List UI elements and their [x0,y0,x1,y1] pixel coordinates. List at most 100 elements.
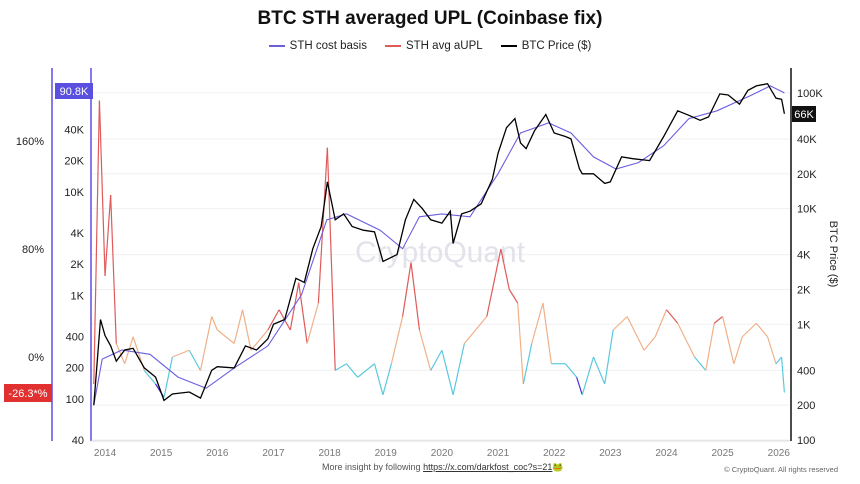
legend-swatch [500,45,517,47]
aupl-segment [780,356,785,393]
right-tick-label: 2K [797,284,811,296]
aupl-segment [143,370,157,385]
x-tick-label: 2018 [318,448,341,459]
x-tick-label: 2016 [206,448,229,459]
footer-text: More insight by following [322,462,421,472]
aupl-segment [172,349,190,358]
aupl-segment [592,356,606,385]
price-badge-label: 66K [794,109,814,121]
aupl-segment [430,349,443,371]
aupl-segment [677,322,696,358]
aupl-segment [500,248,510,290]
legend: STH cost basis STH avg aUPL BTC Price ($… [0,40,860,52]
aupl-segment [666,309,679,324]
chart-title: BTC STH averaged UPL (Coinbase fix) [257,8,603,29]
aupl-segment [115,343,126,364]
aupl-segment [542,302,552,364]
right-tick-label: 20K [797,169,817,181]
aupl-segment [267,309,280,331]
aupl-segment [463,329,477,344]
copyright: © CryptoQuant. All rights reserved [724,465,838,474]
legend-label: STH cost basis [289,40,367,52]
aupl-segment [522,343,533,385]
aupl-segment [705,323,715,371]
right-tick-label: 4K [797,250,811,262]
left-price-tick-label: 100 [66,394,84,406]
aupl-segment [755,322,769,338]
aupl-segment [216,329,235,344]
aupl-segment [604,329,614,385]
x-tick-label: 2017 [262,448,285,459]
left-price-tick-label: 2K [71,259,85,271]
left-price-tick-label: 400 [66,332,84,344]
aupl-segment [373,363,384,395]
aupl-segment [306,302,319,344]
left-price-tick-label: 200 [66,363,84,375]
aupl-segment [452,343,465,395]
frog-emoji: 🐸 [552,462,564,472]
aupl-segment [741,322,757,338]
right-tick-label: 100 [797,435,815,447]
aupl-segment [418,329,432,371]
aupl-segment [722,316,735,364]
aupl-segment [104,194,112,277]
left-price-tick-label: 40 [72,435,84,447]
aupl-segment [345,363,359,378]
aupl-segment [334,363,347,372]
aupl-segment [612,316,628,331]
aupl-segment [576,377,583,395]
left-price-tick-label: 4K [71,228,85,240]
aupl-segment [98,100,106,277]
footer-link[interactable]: https://x.com/darkfost_coc?s=21 [423,462,553,472]
aupl-segment [326,147,336,371]
aupl-segment [775,356,783,365]
x-tick-label: 2021 [487,448,510,459]
x-tick-label: 2023 [599,448,622,459]
aupl-segment [382,363,392,395]
aupl-badge [4,384,52,402]
aupl-segment [410,262,421,331]
aupl-segment [694,356,707,371]
price-line [93,82,786,406]
legend-aupl[interactable]: STH avg aUPL [384,40,483,52]
aupl-segment [188,349,202,371]
right-tick-label: 10K [797,204,817,216]
aupl-segment [233,309,244,344]
x-tick-label: 2014 [94,448,117,459]
legend-price[interactable]: BTC Price ($) [500,40,592,52]
cost-basis-line [93,85,785,406]
x-tick-label: 2024 [655,448,678,459]
aupl-segment [298,282,308,344]
legend-cost-basis[interactable]: STH cost basis [268,40,367,52]
cost-basis-badge-label: 90.8K [60,86,89,98]
aupl-segment [508,289,519,304]
legend-swatch [268,45,285,47]
x-tick-label: 2015 [150,448,173,459]
legend-label: STH avg aUPL [405,40,483,52]
aupl-segment [626,316,645,351]
aupl-segment [242,309,252,351]
price-badge [792,106,816,122]
aupl-segment [475,316,488,331]
aupl-segment [581,356,595,395]
aupl-segment [486,275,496,317]
left-percent-tick-label: 0% [28,352,44,364]
aupl-segment [93,100,101,385]
left-percent-tick-label: 80% [22,244,44,256]
aupl-segment [733,336,743,364]
footer: More insight by following https://x.com/… [322,462,564,473]
aupl-segment [211,316,218,331]
aupl-segment [531,302,544,344]
right-tick-label: 100K [797,88,823,100]
aupl-segment [766,336,777,364]
aupl-segment [494,248,502,277]
x-tick-label: 2026 [768,448,791,459]
aupl-segment [713,316,724,324]
aupl-segment [163,356,173,398]
right-tick-label: 400 [797,365,815,377]
aupl-segment [250,329,269,351]
aupl-segment [402,262,412,317]
legend-label: BTC Price ($) [521,40,592,52]
right-axis-title: BTC Price ($) [827,221,839,288]
